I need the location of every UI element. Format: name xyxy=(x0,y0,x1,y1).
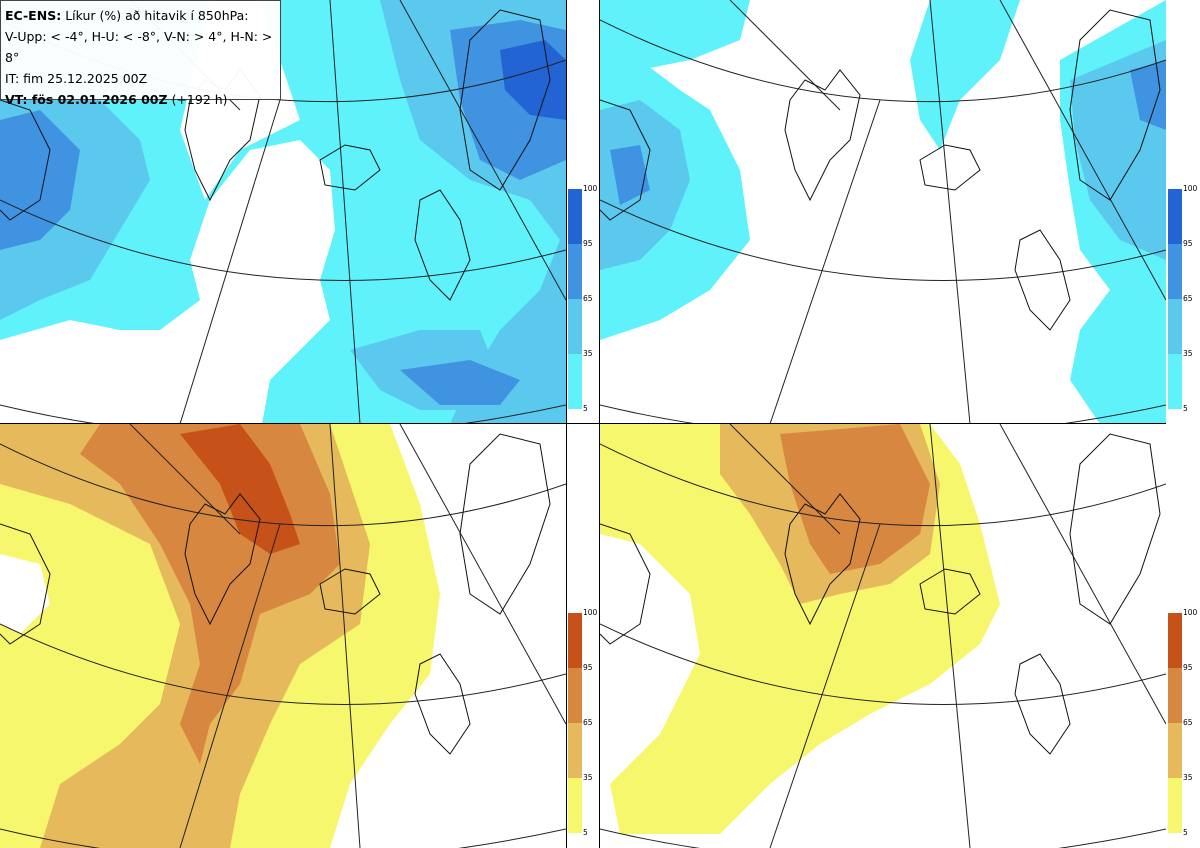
prob-area-deep xyxy=(500,40,566,120)
prob-area-white-w xyxy=(0,554,50,634)
colorbar-top-left xyxy=(568,189,582,409)
colorbar-tick-label: 5 xyxy=(1183,404,1188,413)
prob-area-light-ne xyxy=(910,0,1020,150)
coastlines xyxy=(600,433,1161,755)
header-title: Líkur (%) að hitavik í 850hPa: xyxy=(65,8,249,23)
map-warm-8 xyxy=(600,424,1166,848)
colorbar-tick-label: 5 xyxy=(583,828,588,837)
graticule xyxy=(600,0,1166,424)
divider-horizontal xyxy=(0,423,1166,424)
prob-area-deep xyxy=(180,424,300,554)
prob-area-orange xyxy=(780,424,930,574)
colorbar-segment xyxy=(568,299,582,354)
colorbar-segment xyxy=(1168,778,1182,833)
graticule xyxy=(0,424,566,848)
graticule xyxy=(600,424,1166,848)
colorbar-tick-label: 100 xyxy=(583,184,598,193)
map-panel-cold-8 xyxy=(600,0,1166,424)
colorbar-tick-label: 95 xyxy=(583,239,593,248)
colorbar-segment xyxy=(568,668,582,723)
colorbar-segment xyxy=(1168,354,1182,409)
colorbar-segment xyxy=(568,723,582,778)
colorbar-segment xyxy=(1168,613,1182,668)
colorbar-tick-label: 35 xyxy=(1183,773,1193,782)
colorbar-bottom-left xyxy=(568,613,582,833)
colorbar-tick-label: 5 xyxy=(583,404,588,413)
colorbar-tick-label: 65 xyxy=(1183,718,1193,727)
colorbar-tick-label: 65 xyxy=(583,294,593,303)
colorbar-tick-label: 95 xyxy=(1183,239,1193,248)
prob-area-white-west xyxy=(600,544,690,774)
colorbar-tick-label: 100 xyxy=(1183,608,1198,617)
colorbar-tick-label: 35 xyxy=(583,773,593,782)
divider-right xyxy=(599,0,600,848)
colorbar-tick-label: 100 xyxy=(583,608,598,617)
divider-left xyxy=(566,0,567,848)
map-panel-cold-4: EC-ENS: Líkur (%) að hitavik í 850hPa: V… xyxy=(0,0,566,424)
prob-area-dark xyxy=(0,110,80,250)
colorbar-tick-label: 65 xyxy=(583,718,593,727)
header-thresholds: V-Upp: < -4°, H-U: < -8°, V-N: > 4°, H-N… xyxy=(5,29,273,65)
prob-area-dark-west xyxy=(610,145,650,205)
colorbar-segment xyxy=(568,778,582,833)
colorbar-segment xyxy=(568,613,582,668)
colorbar-tick-label: 100 xyxy=(1183,184,1198,193)
colorbar-tick-label: 5 xyxy=(1183,828,1188,837)
coastlines xyxy=(0,433,551,755)
colorbar-tick-label: 35 xyxy=(583,349,593,358)
header-infobox: EC-ENS: Líkur (%) að hitavik í 850hPa: V… xyxy=(0,0,281,107)
colorbar-segment xyxy=(568,189,582,244)
map-panel-warm-4 xyxy=(0,424,566,848)
colorbar-tick-label: 95 xyxy=(583,663,593,672)
prob-area-dark-south xyxy=(400,360,520,405)
prob-area-light-north xyxy=(600,0,750,70)
header-lead-time: (+192 h) xyxy=(171,92,228,107)
colorbar-top-right xyxy=(1168,189,1182,409)
colorbar-segment xyxy=(568,354,582,409)
colorbar-segment xyxy=(1168,189,1182,244)
map-cold-4 xyxy=(0,0,566,424)
prob-area-white-sw xyxy=(0,330,200,424)
colorbar-bottom-right xyxy=(1168,613,1182,833)
colorbar-tick-label: 95 xyxy=(1183,663,1193,672)
colorbar-tick-label: 35 xyxy=(1183,349,1193,358)
map-panel-warm-8 xyxy=(600,424,1166,848)
header-initial-time: IT: fim 25.12.2025 00Z xyxy=(5,71,148,86)
colorbar-tick-label: 65 xyxy=(1183,294,1193,303)
colorbar-segment xyxy=(1168,723,1182,778)
colorbar-segment xyxy=(1168,668,1182,723)
map-cold-8 xyxy=(600,0,1166,424)
colorbar-segment xyxy=(568,244,582,299)
map-warm-4 xyxy=(0,424,566,848)
coastlines xyxy=(600,9,1161,331)
colorbar-segment xyxy=(1168,299,1182,354)
model-label: EC-ENS: xyxy=(5,8,62,23)
prob-area-dark-east xyxy=(1130,60,1166,130)
colorbar-segment xyxy=(1168,244,1182,299)
header-valid-time: VT: fös 02.01.2026 00Z xyxy=(5,92,168,107)
